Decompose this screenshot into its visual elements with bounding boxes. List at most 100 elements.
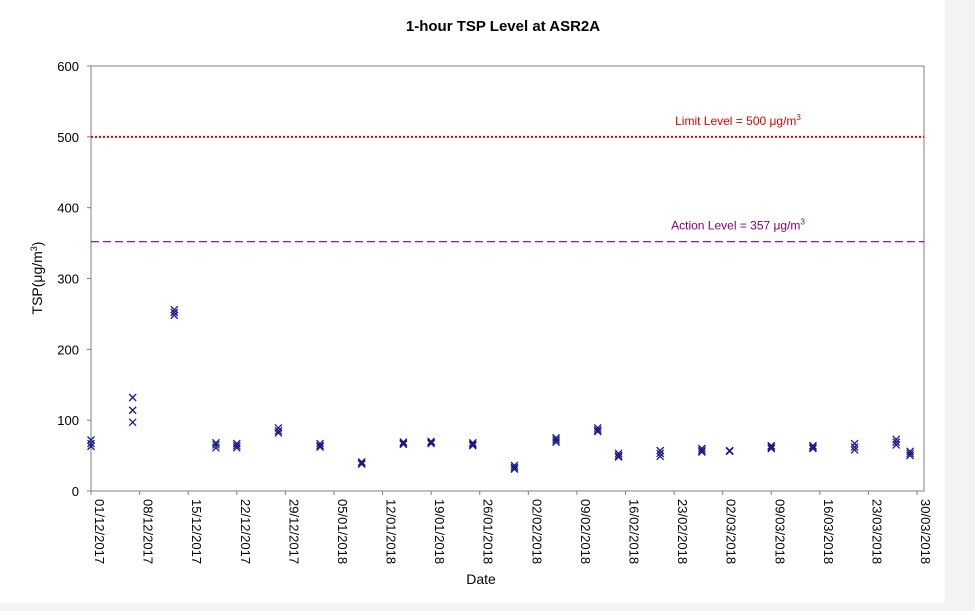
x-marker-shape — [697, 444, 706, 453]
data-point-marker — [128, 418, 137, 427]
x-marker-shape — [656, 449, 665, 458]
x-marker-shape — [697, 448, 706, 457]
ref-label-sup: 3 — [800, 218, 805, 227]
x-marker-shape — [697, 446, 706, 455]
data-point-marker — [656, 446, 665, 455]
x-marker-shape — [468, 441, 477, 450]
data-point-marker — [697, 448, 706, 457]
x-marker-shape — [892, 438, 901, 447]
data-point-marker — [274, 426, 283, 435]
data-point-marker — [427, 439, 436, 448]
x-marker-shape — [510, 463, 519, 472]
data-point-marker — [399, 440, 408, 449]
x-marker-shape — [614, 449, 623, 458]
x-marker-shape — [892, 440, 901, 449]
x-marker-shape — [211, 443, 220, 452]
data-point-marker — [593, 423, 602, 432]
x-marker-shape — [87, 442, 95, 451]
data-point-marker — [725, 447, 734, 456]
chart-area-background — [0, 0, 945, 603]
x-tick-label: 01/12/2017 — [92, 499, 107, 564]
data-point-marker — [274, 428, 283, 437]
data-point-marker — [316, 441, 325, 450]
x-marker-shape — [357, 460, 366, 469]
x-tick-label: 22/12/2017 — [238, 499, 253, 564]
data-point-marker — [87, 439, 95, 448]
x-marker-shape — [767, 444, 776, 453]
y-tick-label: 100 — [57, 413, 79, 428]
data-point-marker — [468, 440, 477, 449]
data-point-marker — [906, 449, 915, 458]
x-tick-label: 09/02/2018 — [578, 499, 593, 564]
data-point-marker — [767, 441, 776, 450]
data-point-marker — [170, 305, 179, 314]
x-tick-label: 15/12/2017 — [189, 499, 204, 564]
x-marker-shape — [906, 449, 915, 458]
x-tick-label: 23/03/2018 — [869, 499, 884, 564]
x-tick-label: 23/02/2018 — [675, 499, 690, 564]
data-point-marker — [510, 461, 519, 470]
data-point-marker — [808, 443, 817, 452]
x-marker-shape — [399, 440, 408, 449]
x-marker-shape — [232, 441, 241, 450]
x-tick-label: 26/01/2018 — [481, 499, 496, 564]
x-marker-shape — [128, 406, 137, 415]
x-tick-label: 29/12/2017 — [286, 499, 301, 564]
x-marker-shape — [427, 438, 436, 447]
y-axis-title: TSP(μg/m3) — [29, 242, 45, 315]
y-axis-title-base: TSP( — [29, 282, 45, 314]
ref-label-sup: 3 — [796, 113, 801, 122]
data-point-marker — [593, 427, 602, 436]
x-marker-shape — [552, 438, 561, 447]
x-marker-shape — [316, 443, 325, 452]
x-marker-shape — [170, 305, 179, 314]
x-marker-shape — [468, 440, 477, 449]
data-point-marker — [656, 449, 665, 458]
x-marker-shape — [767, 441, 776, 450]
data-point-marker — [850, 439, 859, 448]
data-point-marker — [170, 311, 179, 320]
x-marker-shape — [850, 445, 859, 454]
data-point-marker — [427, 438, 436, 447]
data-point-marker — [892, 438, 901, 447]
data-point-marker — [614, 449, 623, 458]
data-point-marker — [468, 438, 477, 447]
x-marker-shape — [850, 439, 859, 448]
data-point-marker — [232, 443, 241, 452]
data-point-marker — [510, 463, 519, 472]
data-point-marker — [128, 406, 137, 415]
ref-label-text: Action Level = 357 μg/m — [671, 219, 800, 233]
x-marker-shape — [850, 443, 859, 452]
x-tick-label: 19/01/2018 — [432, 499, 447, 564]
x-axis-title: Date — [466, 571, 496, 587]
data-point-marker — [316, 439, 325, 448]
x-marker-shape — [906, 451, 915, 460]
x-marker-shape — [128, 418, 137, 427]
x-marker-shape — [232, 443, 241, 452]
x-marker-shape — [808, 443, 817, 452]
right-margin-strip — [945, 0, 975, 603]
x-marker-shape — [357, 457, 366, 466]
data-point-marker — [892, 435, 901, 444]
x-tick-label: 02/03/2018 — [724, 499, 739, 564]
data-point-marker — [892, 440, 901, 449]
x-marker-shape — [892, 435, 901, 444]
x-tick-label: 05/01/2018 — [335, 499, 350, 564]
data-point-marker — [357, 460, 366, 469]
x-marker-shape — [510, 461, 519, 470]
x-marker-shape — [274, 428, 283, 437]
data-point-marker — [850, 443, 859, 452]
x-marker-shape — [593, 423, 602, 432]
data-point-marker — [211, 443, 220, 452]
data-point-marker — [357, 457, 366, 466]
y-axis-title-close: ) — [29, 242, 45, 247]
data-point-marker — [399, 438, 408, 447]
x-marker-shape — [128, 393, 137, 402]
data-point-marker — [552, 436, 561, 444]
x-tick-label: 12/01/2018 — [384, 499, 399, 564]
data-point-marker — [656, 452, 665, 461]
data-point-marker — [767, 443, 776, 452]
x-marker-shape — [552, 436, 561, 444]
x-axis: 01/12/2017 08/12/2017 15/12/2017 22/12/2017… — [90, 491, 933, 564]
y-tick-label: 0 — [72, 484, 79, 499]
